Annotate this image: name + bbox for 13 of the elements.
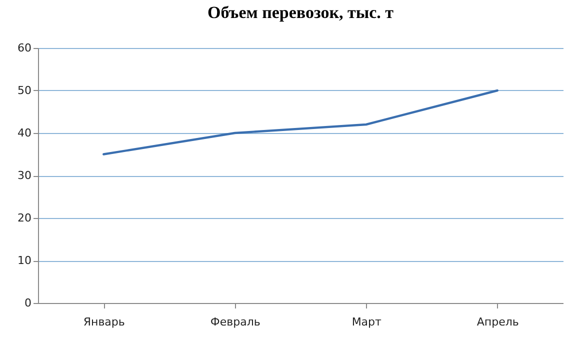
y-tick-label: 0 xyxy=(24,296,32,310)
y-tick-label: 60 xyxy=(18,42,32,54)
y-tick-label: 10 xyxy=(18,254,32,267)
x-tick-label: Март xyxy=(352,316,382,328)
line-series xyxy=(102,89,498,156)
x-tick-label: Январь xyxy=(83,316,125,328)
y-tick-label: 20 xyxy=(18,212,32,224)
y-tick-label: 40 xyxy=(18,126,32,140)
y-tick-label: 50 xyxy=(18,84,32,97)
x-tick-label: Февраль xyxy=(210,316,260,328)
x-tick-label: Апрель xyxy=(476,316,519,328)
y-tick-label: 30 xyxy=(18,169,32,182)
chart-title: Объем перевозок, тыс. т xyxy=(207,3,394,22)
